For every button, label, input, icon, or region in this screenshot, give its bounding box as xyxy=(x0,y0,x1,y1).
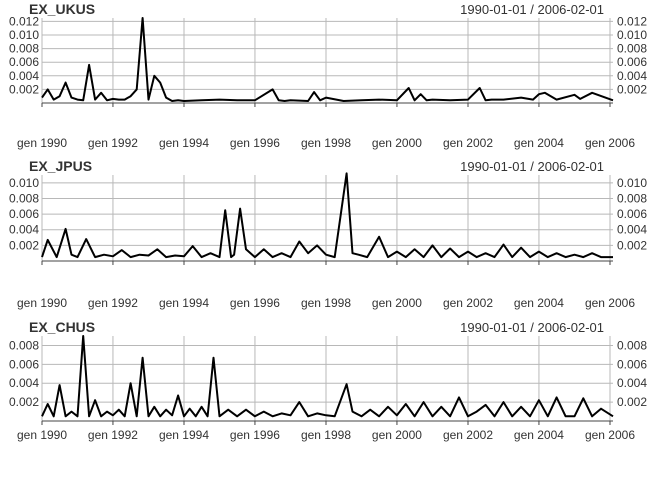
panel-title: EX_CHUS xyxy=(29,319,95,335)
x-tick-label: gen 1992 xyxy=(88,428,138,442)
x-tick-label: gen 1996 xyxy=(230,428,280,442)
x-tick-label: gen 2004 xyxy=(514,296,564,310)
y-tick-label-right: 0.004 xyxy=(617,376,647,390)
y-tick-label-right: 0.008 xyxy=(617,338,647,352)
x-tick-label: gen 1998 xyxy=(301,428,351,442)
x-tick-label: gen 1992 xyxy=(88,136,138,150)
series-line xyxy=(41,172,613,259)
y-tick-label-right: 0.006 xyxy=(617,55,647,69)
y-tick-label-left: 0.008 xyxy=(9,191,39,205)
y-tick-label-left: 0.008 xyxy=(9,42,39,56)
x-tick-label: gen 1994 xyxy=(159,136,209,150)
x-tick-label: gen 1996 xyxy=(230,296,280,310)
y-tick-label-right: 0.008 xyxy=(617,191,647,205)
y-tick-label-left: 0.002 xyxy=(9,238,39,252)
y-tick-label-right: 0.012 xyxy=(617,14,647,28)
y-tick-label-left: 0.004 xyxy=(9,223,39,237)
x-tick-label: gen 2000 xyxy=(372,296,422,310)
x-tick-label: gen 2000 xyxy=(372,136,422,150)
panel-title: EX_UKUS xyxy=(29,1,95,17)
y-tick-label-left: 0.004 xyxy=(9,376,39,390)
x-tick-label: gen 1990 xyxy=(17,136,67,150)
y-tick-label-left: 0.010 xyxy=(9,28,39,42)
y-tick-label-left: 0.002 xyxy=(9,82,39,96)
y-tick-label-right: 0.002 xyxy=(617,238,647,252)
y-tick-label-right: 0.010 xyxy=(617,28,647,42)
date-range-label: 1990-01-01 / 2006-02-01 xyxy=(460,159,604,174)
x-tick-label: gen 2004 xyxy=(514,428,564,442)
x-tick-label: gen 1994 xyxy=(159,428,209,442)
y-tick-label-right: 0.006 xyxy=(617,207,647,221)
y-tick-label-left: 0.006 xyxy=(9,357,39,371)
x-tick-label: gen 1998 xyxy=(301,136,351,150)
x-tick-label: gen 2000 xyxy=(372,428,422,442)
y-tick-label-left: 0.012 xyxy=(9,14,39,28)
x-tick-label: gen 2004 xyxy=(514,136,564,150)
y-tick-label-right: 0.006 xyxy=(617,357,647,371)
x-tick-label: gen 1992 xyxy=(88,296,138,310)
y-tick-label-right: 0.008 xyxy=(617,42,647,56)
x-tick-label: gen 1990 xyxy=(17,428,67,442)
panel-title: EX_JPUS xyxy=(29,158,92,174)
x-tick-label: gen 2002 xyxy=(443,136,493,150)
y-tick-label-right: 0.002 xyxy=(617,82,647,96)
x-tick-label: gen 2002 xyxy=(443,296,493,310)
y-tick-label-right: 0.010 xyxy=(617,176,647,190)
x-tick-label: gen 2006 xyxy=(585,296,635,310)
y-tick-label-left: 0.002 xyxy=(9,395,39,409)
y-tick-label-left: 0.006 xyxy=(9,207,39,221)
y-tick-label-right: 0.004 xyxy=(617,69,647,83)
x-tick-label: gen 1994 xyxy=(159,296,209,310)
y-tick-label-right: 0.004 xyxy=(617,223,647,237)
x-tick-label: gen 2006 xyxy=(585,428,635,442)
series-line xyxy=(41,335,614,418)
x-tick-label: gen 2006 xyxy=(585,136,635,150)
y-tick-label-left: 0.006 xyxy=(9,55,39,69)
y-tick-label-right: 0.002 xyxy=(617,395,647,409)
x-tick-label: gen 2002 xyxy=(443,428,493,442)
panel-ex-chus: 0.002 0.002 0.004 0.004 0.006 0.006 0.008 0.008… xyxy=(9,319,647,442)
series-line xyxy=(41,17,614,102)
y-tick-label-left: 0.010 xyxy=(9,176,39,190)
date-range-label: 1990-01-01 / 2006-02-01 xyxy=(460,2,604,17)
y-tick-label-left: 0.008 xyxy=(9,338,39,352)
x-tick-label: gen 1996 xyxy=(230,136,280,150)
y-tick-label-left: 0.004 xyxy=(9,69,39,83)
x-tick-label: gen 1990 xyxy=(17,296,67,310)
date-range-label: 1990-01-01 / 2006-02-01 xyxy=(460,320,604,335)
x-tick-label: gen 1998 xyxy=(301,296,351,310)
